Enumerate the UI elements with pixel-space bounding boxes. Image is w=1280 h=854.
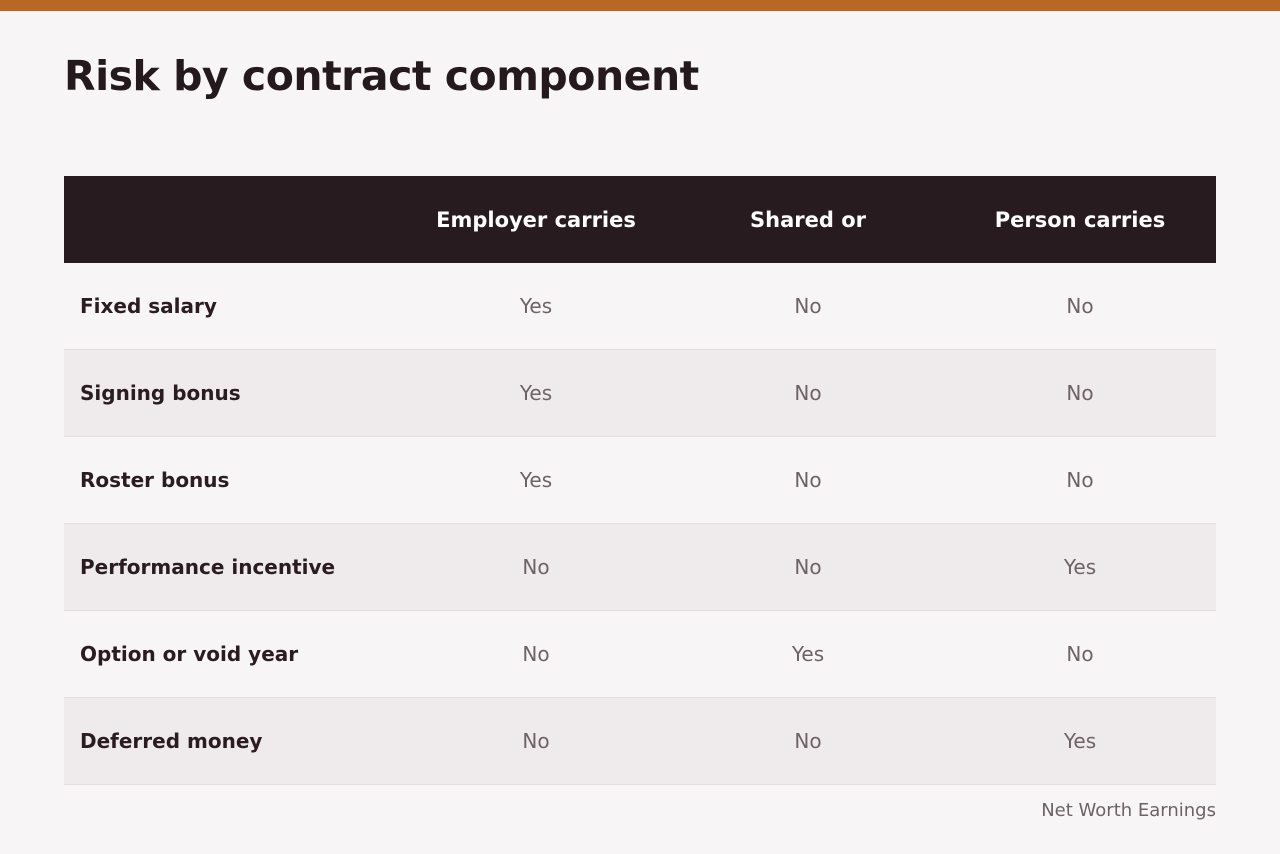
row-label: Roster bonus — [64, 436, 400, 524]
table-row: Option or void year No Yes No — [64, 610, 1216, 698]
row-label: Deferred money — [64, 697, 400, 785]
cell-employer: Yes — [400, 436, 672, 524]
cell-shared: No — [672, 263, 944, 350]
page-title: Risk by contract component — [64, 52, 699, 100]
table-row: Deferred money No No Yes — [64, 697, 1216, 785]
cell-person: No — [944, 610, 1216, 698]
top-accent-stripe — [0, 0, 1280, 11]
cell-shared: No — [672, 697, 944, 785]
column-header-employer: Employer carries — [436, 207, 636, 232]
table-header: Employer carries Shared or Person carrie… — [64, 176, 1216, 263]
row-label: Signing bonus — [64, 349, 400, 437]
cell-employer: No — [400, 697, 672, 785]
cell-employer: No — [400, 610, 672, 698]
cell-person: No — [944, 349, 1216, 437]
cell-person: Yes — [944, 697, 1216, 785]
risk-table: Employer carries Shared or Person carrie… — [64, 176, 1216, 785]
cell-shared: No — [672, 349, 944, 437]
column-header-component — [64, 176, 400, 263]
row-label: Fixed salary — [64, 263, 400, 350]
cell-shared: Yes — [672, 610, 944, 698]
table-row: Signing bonus Yes No No — [64, 349, 1216, 437]
cell-shared: No — [672, 436, 944, 524]
row-label: Performance incentive — [64, 523, 400, 611]
cell-person: No — [944, 436, 1216, 524]
table-row: Roster bonus Yes No No — [64, 436, 1216, 524]
source-credit: Net Worth Earnings — [1041, 800, 1216, 821]
table-row: Fixed salary Yes No No — [64, 263, 1216, 350]
table-row: Performance incentive No No Yes — [64, 523, 1216, 611]
cell-employer: No — [400, 523, 672, 611]
cell-shared: No — [672, 523, 944, 611]
column-header-shared: Shared or — [750, 207, 866, 232]
column-header-person: Person carries — [994, 207, 1166, 232]
cell-person: Yes — [944, 523, 1216, 611]
cell-person: No — [944, 263, 1216, 350]
table-body: Fixed salary Yes No No Signing bonus Yes… — [64, 263, 1216, 785]
cell-employer: Yes — [400, 263, 672, 350]
cell-employer: Yes — [400, 349, 672, 437]
header-row: Employer carries Shared or Person carrie… — [64, 176, 1216, 263]
row-label: Option or void year — [64, 610, 400, 698]
